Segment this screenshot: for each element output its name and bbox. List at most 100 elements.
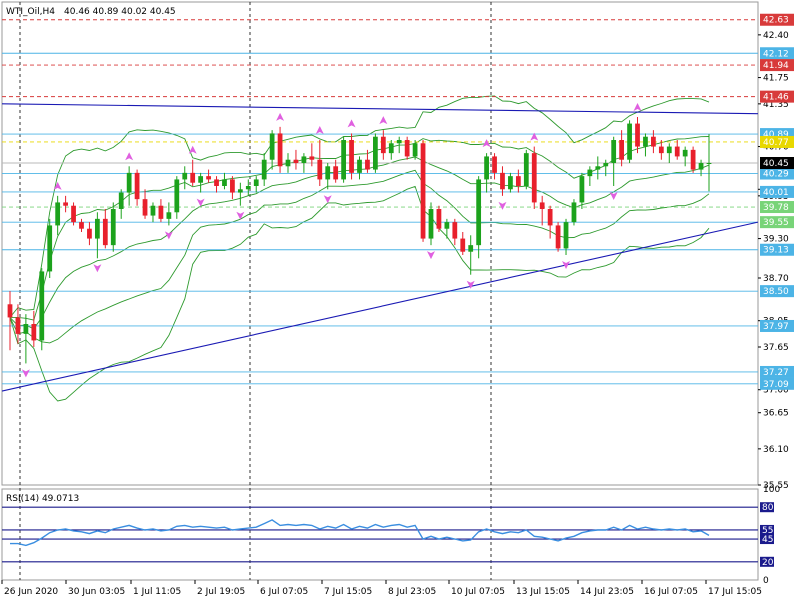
price-tick-label: 37.00 (763, 386, 789, 396)
candle-body (412, 143, 418, 157)
fractal-down-arrow (164, 231, 173, 240)
candle-body (563, 222, 569, 249)
fractal-markers (21, 103, 642, 378)
candle-body (515, 176, 521, 186)
candle-body (222, 179, 227, 186)
rsi-tick-label: 45 (762, 535, 773, 545)
time-tick-label: 10 Jul 07:05 (451, 587, 505, 597)
price-label-box (760, 285, 794, 298)
price-label: 40.89 (763, 130, 789, 140)
rsi-level-box (760, 534, 774, 545)
ohlc-readout: 40.46 40.89 40.02 40.45 (64, 7, 176, 17)
price-label: 39.13 (763, 246, 789, 256)
candle-body (79, 222, 84, 229)
rsi-tick-label: 55 (762, 526, 773, 536)
candle-body (611, 140, 617, 163)
fractal-up-arrow (276, 112, 285, 121)
fractal-down-arrow (498, 201, 507, 210)
candle-body (333, 166, 339, 180)
candle-body (651, 136, 656, 147)
candle-body (230, 179, 235, 193)
price-tick-label: 42.40 (763, 31, 789, 41)
fractal-up-arrow (379, 116, 388, 125)
fractal-up-arrow (188, 145, 197, 154)
candle-body (206, 176, 211, 180)
candle-body (436, 209, 442, 229)
candle-body (277, 133, 283, 167)
price-tick-label: 35.55 (763, 481, 789, 491)
candle-body (190, 172, 196, 183)
rsi-level-box (760, 502, 774, 513)
candle-body (547, 209, 553, 226)
candle-body (643, 136, 648, 147)
candle-body (23, 324, 29, 334)
candle-body (619, 140, 625, 160)
price-label-box (760, 167, 794, 180)
candle-body (214, 179, 219, 186)
price-tick-label: 38.70 (763, 274, 789, 284)
price-tick-label: 41.35 (763, 100, 789, 110)
candle-body (102, 218, 108, 246)
candle-body (134, 172, 140, 200)
candle-body (539, 202, 545, 209)
fractal-up-arrow (530, 132, 539, 141)
price-label-box (760, 135, 794, 148)
price-label: 42.12 (763, 49, 789, 59)
candle-body (500, 172, 505, 190)
candle-body (301, 156, 307, 163)
price-label-box (760, 90, 794, 103)
candle-body (118, 192, 124, 209)
price-tick-label: 36.10 (763, 445, 789, 455)
rsi-level-box (760, 556, 774, 567)
candle-body (55, 202, 61, 226)
price-label-box (760, 59, 794, 72)
candle-body (174, 179, 180, 213)
time-tick-label: 1 Jul 11:05 (133, 587, 181, 597)
candle-body (531, 153, 537, 203)
fractal-up-arrow (53, 181, 62, 190)
time-tick-label: 6 Jul 07:05 (260, 587, 308, 597)
price-label-box (760, 365, 794, 378)
candle-body (603, 163, 609, 167)
candle-body (341, 140, 346, 180)
candle-body (245, 186, 251, 190)
candle-body (325, 166, 331, 180)
candle-body (579, 176, 585, 203)
trendline-resistance (1, 103, 759, 115)
candle-body (349, 140, 354, 173)
fractal-down-arrow (93, 264, 102, 273)
candle-body (452, 222, 458, 239)
fractal-up-arrow (315, 126, 324, 134)
candle-body (158, 205, 164, 219)
price-label-box (760, 319, 794, 332)
price-label-box (760, 377, 794, 390)
candle-body (317, 159, 323, 180)
candle-body (365, 159, 370, 170)
candle-body (396, 140, 402, 144)
fractal-down-arrow (196, 198, 205, 207)
time-tick-label: 16 Jul 07:05 (644, 587, 698, 597)
time-tick-label: 13 Jul 15:05 (516, 587, 570, 597)
candle-body (380, 136, 386, 154)
candle-body (698, 163, 704, 170)
time-tick-label: 17 Jul 15:05 (708, 587, 762, 597)
bb-inner-lower-band (9, 169, 710, 344)
candle-body (71, 205, 76, 223)
candle-body (666, 146, 672, 154)
fractal-down-arrow (21, 369, 30, 378)
candle-body (706, 163, 712, 164)
candle-body (15, 317, 21, 334)
candle-body (269, 133, 275, 160)
price-label: 39.55 (763, 218, 789, 228)
candle-body (555, 225, 561, 249)
fractal-down-arrow (609, 192, 618, 200)
price-panel-frame (1, 1, 759, 486)
price-label: 40.01 (763, 188, 789, 198)
price-tick-label: 41.75 (763, 74, 789, 84)
price-label: 37.09 (763, 380, 789, 390)
rsi-tick-label: 20 (762, 558, 774, 568)
candle-body (87, 228, 92, 239)
current-price-label: 40.45 (763, 159, 789, 169)
